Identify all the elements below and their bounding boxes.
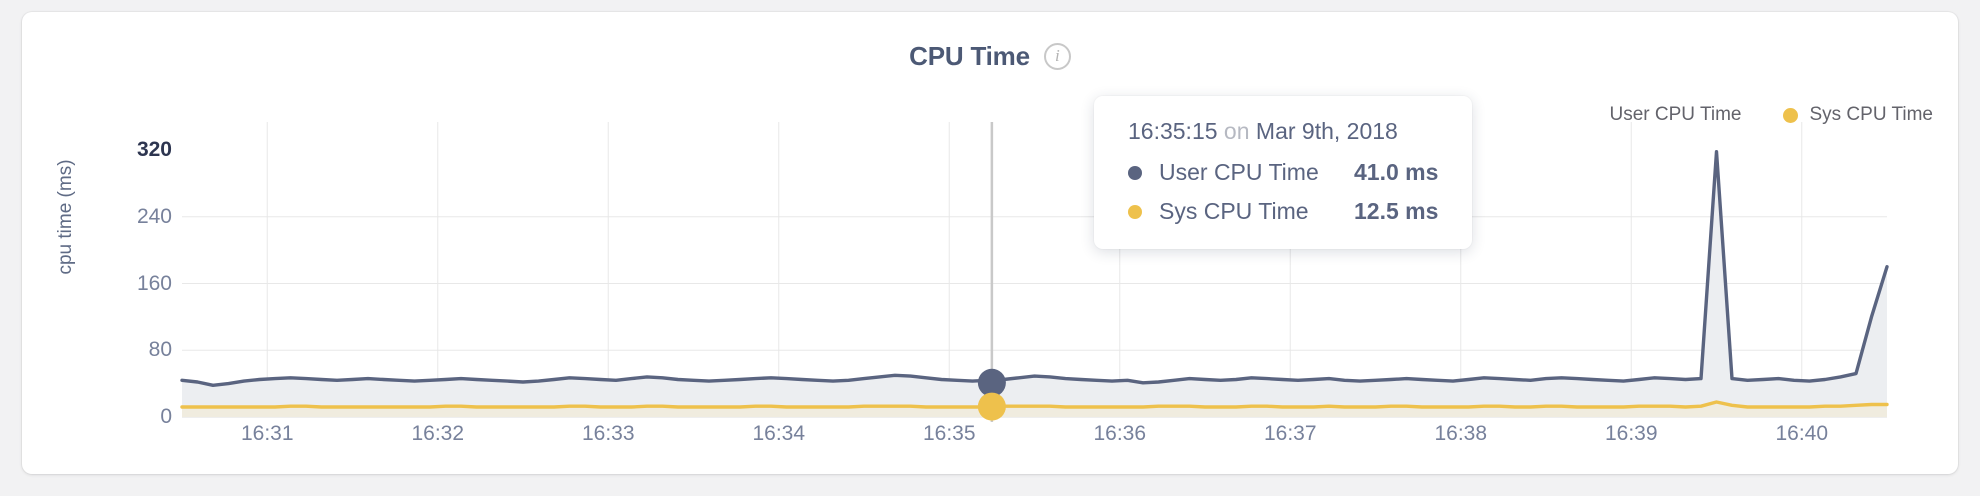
legend-label-user-cpu-time: User CPU Time [1609,104,1742,125]
tooltip-label-user-cpu-time: User CPU Time [1159,159,1319,185]
tooltip-row-user-cpu-time: User CPU Time 41.0 ms [1128,159,1438,186]
y-tick-0: 0 [160,405,172,428]
x-tick-16-34: 16:34 [752,422,806,445]
chart-legend: User CPU Time Sys CPU Time [1584,104,1934,126]
line-sys-cpu-time [180,400,1889,409]
y-tick-80: 80 [148,338,172,362]
y-tick-160: 160 [136,271,172,295]
chart-canvas [180,122,1889,422]
legend-dot-sys-cpu-time [1783,107,1799,123]
line-user-cpu-time [180,150,1889,387]
highlight-marker-user-cpu-time[interactable] [977,368,1006,397]
legend-item-user-cpu-time[interactable]: User CPU Time [1584,104,1742,126]
tooltip-timestamp: 16:35:15 on Mar 9th, 2018 [1128,118,1438,145]
area-sys-cpu-time [182,402,1887,417]
tooltip-date: Mar 9th, 2018 [1255,118,1398,144]
tooltip-connector: on [1223,118,1250,144]
legend-label-sys-cpu-time: Sys CPU Time [1809,104,1933,125]
tooltip-row-sys-cpu-time: Sys CPU Time 12.5 ms [1128,198,1438,225]
tooltip-label-sys-cpu-time: Sys CPU Time [1159,198,1309,224]
tooltip-time: 16:35:15 [1128,118,1218,144]
x-axis-ticks: 16:31 16:32 16:33 16:34 16:35 16:36 16:37 16:38… [22,422,1958,462]
chart-header: CPU Time i [22,36,1958,76]
page-title: CPU Time [909,40,1030,71]
chart-plot-area[interactable]: cpu time (ms) 0 80 160 240 320 16:31 16:32 16:… [22,12,1958,474]
chart-tooltip: 16:35:15 on Mar 9th, 2018 User CPU Time … [1094,96,1473,249]
x-tick-16-38: 16:38 [1434,422,1488,445]
cpu-time-chart-card: CPU Time i User CPU Time Sys CPU Time cp… [22,12,1958,474]
tooltip-dot-sys-cpu-time [1128,204,1142,219]
x-tick-16-36: 16:36 [1093,422,1147,445]
x-tick-16-33: 16:33 [581,422,635,445]
x-tick-16-39: 16:39 [1604,422,1658,445]
tooltip-dot-user-cpu-time [1128,165,1142,180]
x-tick-16-40: 16:40 [1775,422,1829,445]
x-tick-16-31: 16:31 [240,422,294,445]
tooltip-value-sys-cpu-time: 12.5 ms [1354,198,1439,224]
y-tick-240: 240 [136,204,172,228]
y-axis-ticks: 0 80 160 240 320 [82,12,172,474]
area-user-cpu-time [182,151,1887,417]
tooltip-value-user-cpu-time: 41.0 ms [1354,159,1439,185]
highlight-marker-sys-cpu-time[interactable] [977,392,1006,421]
x-tick-16-37: 16:37 [1263,422,1317,445]
y-tick-320: 320 [136,138,172,161]
x-tick-16-32: 16:32 [411,422,465,445]
legend-item-sys-cpu-time[interactable]: Sys CPU Time [1783,104,1933,126]
info-icon[interactable]: i [1043,42,1071,70]
x-tick-16-35: 16:35 [922,422,976,445]
